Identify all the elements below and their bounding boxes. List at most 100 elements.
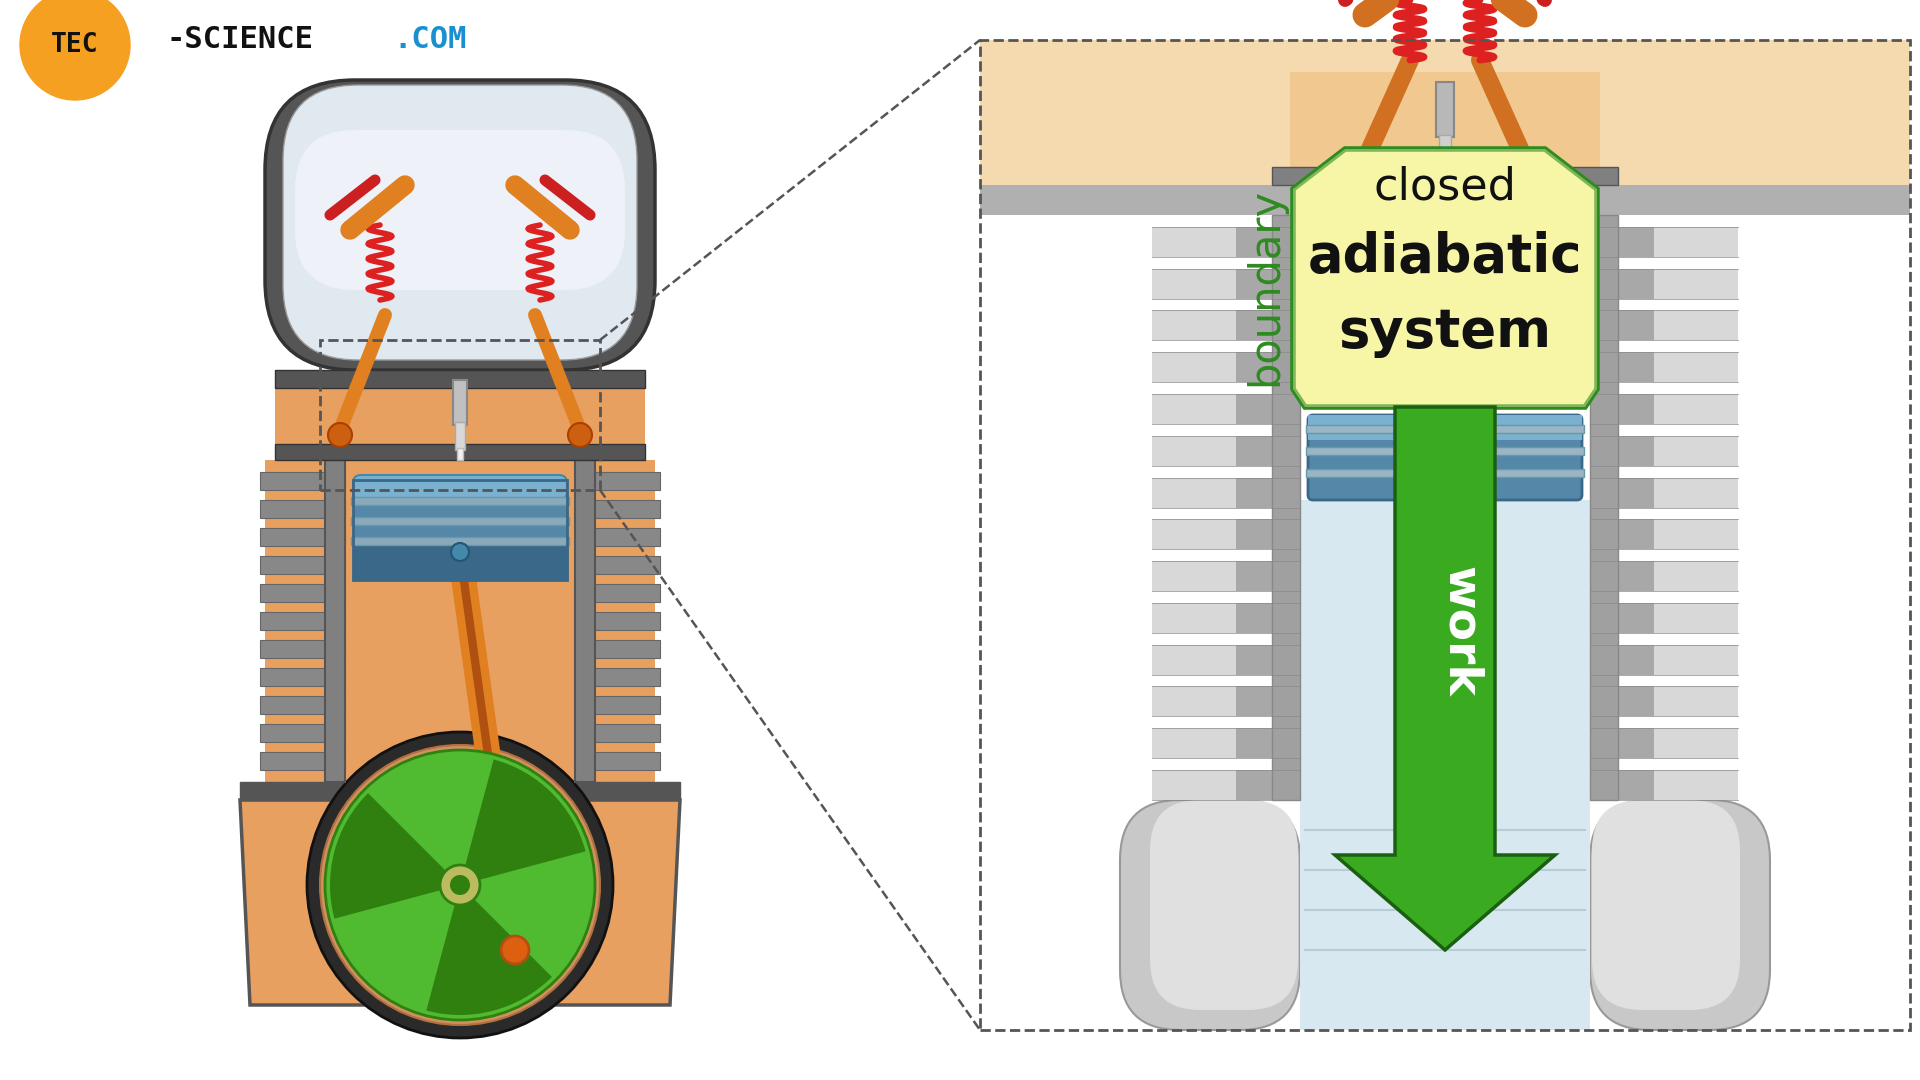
Bar xyxy=(1653,435,1738,465)
Bar xyxy=(574,460,595,782)
Circle shape xyxy=(307,732,612,1038)
Text: system: system xyxy=(1338,306,1551,357)
Circle shape xyxy=(568,423,591,447)
Bar xyxy=(1236,728,1271,758)
Text: boundary: boundary xyxy=(1244,188,1286,386)
Bar xyxy=(265,460,655,782)
Bar xyxy=(1619,352,1653,382)
Bar xyxy=(1619,519,1653,550)
Bar xyxy=(1306,447,1584,455)
Circle shape xyxy=(19,0,131,100)
Polygon shape xyxy=(259,724,346,742)
Bar xyxy=(1619,227,1653,257)
Polygon shape xyxy=(1292,149,1597,407)
Bar xyxy=(1236,310,1271,340)
Bar xyxy=(1152,394,1236,424)
Text: -SCIENCE: -SCIENCE xyxy=(167,26,313,54)
Bar xyxy=(1236,269,1271,298)
Bar xyxy=(275,370,645,460)
Polygon shape xyxy=(574,612,660,630)
Circle shape xyxy=(1511,154,1540,183)
Bar xyxy=(979,40,1910,210)
FancyBboxPatch shape xyxy=(282,85,637,360)
Bar xyxy=(275,444,645,460)
FancyBboxPatch shape xyxy=(296,130,626,291)
Bar xyxy=(275,370,645,388)
Circle shape xyxy=(1352,154,1379,183)
Bar xyxy=(324,460,346,782)
Bar xyxy=(1152,770,1236,800)
Bar xyxy=(1653,227,1738,257)
Polygon shape xyxy=(574,556,660,573)
Polygon shape xyxy=(259,612,346,630)
Bar xyxy=(1236,770,1271,800)
Circle shape xyxy=(321,745,599,1025)
Text: TEC: TEC xyxy=(52,32,98,58)
Bar xyxy=(1271,167,1619,185)
Bar xyxy=(1152,519,1236,550)
Bar xyxy=(1152,603,1236,633)
Bar xyxy=(457,448,463,460)
Bar xyxy=(1619,603,1653,633)
Bar xyxy=(1619,770,1653,800)
Bar xyxy=(353,500,566,545)
Polygon shape xyxy=(574,528,660,546)
Bar xyxy=(1619,562,1653,591)
Bar xyxy=(1619,687,1653,716)
Polygon shape xyxy=(1292,149,1597,407)
Bar xyxy=(1308,415,1582,440)
Bar xyxy=(1619,435,1653,465)
Bar xyxy=(1619,728,1653,758)
Polygon shape xyxy=(259,472,346,490)
Bar xyxy=(1619,269,1653,298)
Bar xyxy=(353,480,566,580)
Circle shape xyxy=(501,936,530,964)
Bar xyxy=(1653,477,1738,508)
Bar xyxy=(1236,435,1271,465)
Bar xyxy=(1152,562,1236,591)
Bar xyxy=(1271,215,1300,800)
Polygon shape xyxy=(574,640,660,658)
Polygon shape xyxy=(574,669,660,686)
Polygon shape xyxy=(259,669,346,686)
Bar xyxy=(1438,135,1452,163)
Wedge shape xyxy=(461,759,586,885)
FancyBboxPatch shape xyxy=(1119,800,1300,1030)
Polygon shape xyxy=(574,752,660,770)
FancyBboxPatch shape xyxy=(1590,800,1770,1030)
Bar xyxy=(1236,477,1271,508)
Bar xyxy=(1306,426,1584,433)
Polygon shape xyxy=(240,800,680,1005)
Bar xyxy=(1619,394,1653,424)
Bar xyxy=(1236,603,1271,633)
Circle shape xyxy=(328,423,351,447)
Bar xyxy=(1152,227,1236,257)
Bar xyxy=(1653,310,1738,340)
Bar xyxy=(1653,728,1738,758)
Polygon shape xyxy=(259,696,346,714)
Bar xyxy=(1290,72,1599,167)
Bar xyxy=(979,185,1910,215)
Bar xyxy=(1619,645,1653,675)
Bar xyxy=(351,517,568,525)
Text: work: work xyxy=(1438,566,1482,697)
Bar xyxy=(1442,161,1450,175)
Wedge shape xyxy=(426,885,551,1015)
Text: adiabatic: adiabatic xyxy=(1308,231,1582,283)
Polygon shape xyxy=(240,782,680,800)
Bar xyxy=(1653,519,1738,550)
Bar xyxy=(1653,352,1738,382)
Bar xyxy=(1152,728,1236,758)
FancyBboxPatch shape xyxy=(1592,800,1740,1010)
Bar xyxy=(1590,215,1619,800)
Wedge shape xyxy=(330,793,461,919)
FancyBboxPatch shape xyxy=(1150,800,1298,1010)
Polygon shape xyxy=(259,528,346,546)
Bar xyxy=(346,460,574,782)
Polygon shape xyxy=(574,584,660,602)
Bar xyxy=(1152,352,1236,382)
Bar xyxy=(1236,394,1271,424)
Bar xyxy=(1236,352,1271,382)
Bar xyxy=(1236,687,1271,716)
Bar xyxy=(353,480,566,515)
